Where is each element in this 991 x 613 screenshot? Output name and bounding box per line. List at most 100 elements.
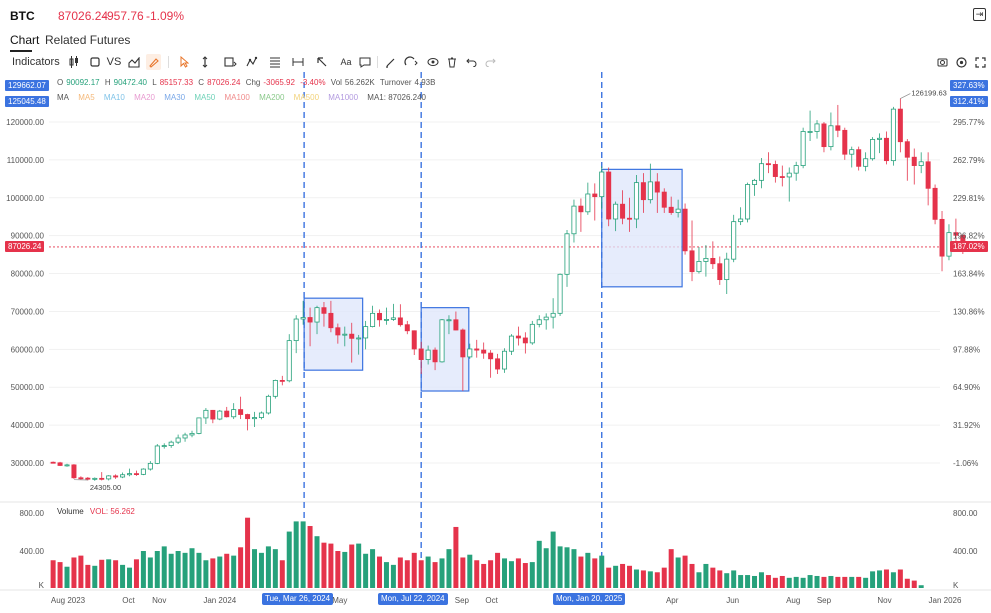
volume-bar	[495, 552, 501, 588]
y-tick-label-right: 163.84%	[953, 270, 985, 279]
volume-bar	[515, 558, 521, 588]
candle-up	[724, 258, 730, 281]
area-chart-icon[interactable]	[128, 54, 140, 70]
volume-bar	[286, 531, 292, 588]
volume-bar	[258, 552, 264, 588]
candle-up	[508, 335, 514, 352]
candle-up	[599, 171, 605, 198]
volume-bar	[92, 565, 98, 588]
candle-up	[106, 475, 112, 480]
volume-bar	[99, 559, 105, 588]
volume-bar	[786, 577, 792, 588]
volume-bar	[849, 576, 855, 588]
candle-up	[613, 203, 619, 220]
y-tick-label-right: 295.77%	[953, 118, 985, 127]
volume-bar	[474, 560, 480, 588]
tab-chart[interactable]: Chart	[10, 33, 40, 47]
exit-fullscreen-icon[interactable]: ⇥	[973, 8, 986, 21]
candle-down	[397, 317, 403, 326]
volume-bar	[800, 577, 806, 588]
tab-related-futures[interactable]: Related Futures	[45, 33, 131, 47]
measure-icon[interactable]	[291, 54, 307, 70]
candle-up	[300, 317, 306, 320]
volume-bar	[675, 557, 681, 588]
volume-bar	[328, 543, 334, 588]
cursor-icon[interactable]	[178, 54, 190, 70]
candle-up	[383, 319, 389, 321]
indicators-button[interactable]: Indicators	[9, 54, 60, 70]
volume-bar	[182, 552, 188, 588]
candle-down	[474, 348, 480, 351]
volume-bar	[828, 575, 834, 588]
candle-down	[592, 193, 598, 198]
fib-icon[interactable]	[268, 54, 284, 70]
x-tick-label: Oct	[485, 596, 498, 605]
candle-up	[502, 350, 508, 370]
volume-bar	[349, 544, 355, 588]
comment-icon[interactable]	[358, 54, 371, 70]
candle-down	[522, 337, 528, 344]
vertical-line-icon[interactable]	[199, 54, 211, 70]
compare-button[interactable]: VS	[107, 54, 122, 70]
volume-bar	[300, 521, 306, 588]
volume-bar	[765, 575, 771, 588]
arrow-icon[interactable]	[315, 54, 331, 70]
volume-bar	[78, 555, 84, 588]
x-tick-label: Nov	[877, 596, 891, 605]
volume-bar	[106, 559, 112, 588]
candle-down	[515, 335, 521, 339]
volume-bar	[377, 556, 383, 588]
pattern-icon[interactable]	[245, 54, 261, 70]
x-tick-label: Aug 2023	[51, 596, 86, 605]
y-tick-label-right: 130.86%	[953, 307, 985, 316]
volume-bar	[807, 575, 813, 588]
candle-up	[863, 158, 869, 167]
candle-up	[217, 410, 223, 420]
volume-bar	[439, 558, 445, 588]
candle-down	[453, 319, 459, 331]
text-tool-button[interactable]: Aa	[339, 54, 353, 70]
volume-bar	[446, 549, 452, 588]
candle-up	[571, 205, 577, 235]
candle-up	[390, 317, 396, 320]
volume-bar	[738, 575, 744, 588]
volume-bar	[543, 548, 549, 588]
candle-up	[293, 318, 299, 342]
candle-down	[682, 208, 688, 252]
volume-bar	[370, 549, 376, 588]
volume-bar	[71, 557, 77, 588]
candle-down	[710, 257, 716, 265]
last-price: 87026.24	[58, 9, 109, 23]
volume-bar	[231, 555, 237, 588]
volume-bar	[252, 549, 258, 588]
candle-up	[870, 139, 876, 160]
candle-up	[585, 193, 591, 213]
candle-up	[182, 434, 188, 439]
brush-icon[interactable]	[384, 54, 396, 70]
square-icon[interactable]	[89, 54, 101, 70]
draw-pen-icon[interactable]	[146, 54, 161, 70]
magnet-icon[interactable]	[403, 54, 419, 70]
candle-up	[252, 417, 258, 420]
y-tick-label-right: 97.88%	[953, 345, 980, 354]
rectangle-icon[interactable]	[222, 54, 238, 70]
volume-bar	[133, 559, 139, 588]
settings-icon[interactable]	[955, 54, 967, 70]
redo-icon[interactable]	[484, 54, 496, 70]
symbol-header: BTC 87026.24 -957.76 -1.09% ⇥	[0, 0, 991, 30]
fullscreen-icon[interactable]	[974, 54, 986, 70]
candle-down	[689, 250, 695, 273]
y-tick-label-right: 64.90%	[953, 383, 980, 392]
y-tick-label-right: 31.92%	[953, 421, 980, 430]
trash-icon[interactable]	[446, 54, 458, 70]
camera-icon[interactable]	[936, 54, 948, 70]
candle-up	[356, 337, 362, 340]
volume-bar	[460, 557, 466, 588]
undo-icon[interactable]	[465, 54, 477, 70]
candle-type-icon[interactable]	[68, 54, 80, 70]
chart-annotations: 126199.63 24305.00	[73, 89, 947, 492]
volume-bar	[793, 576, 799, 588]
eye-icon[interactable]	[426, 54, 439, 70]
volume-bar	[50, 560, 56, 588]
